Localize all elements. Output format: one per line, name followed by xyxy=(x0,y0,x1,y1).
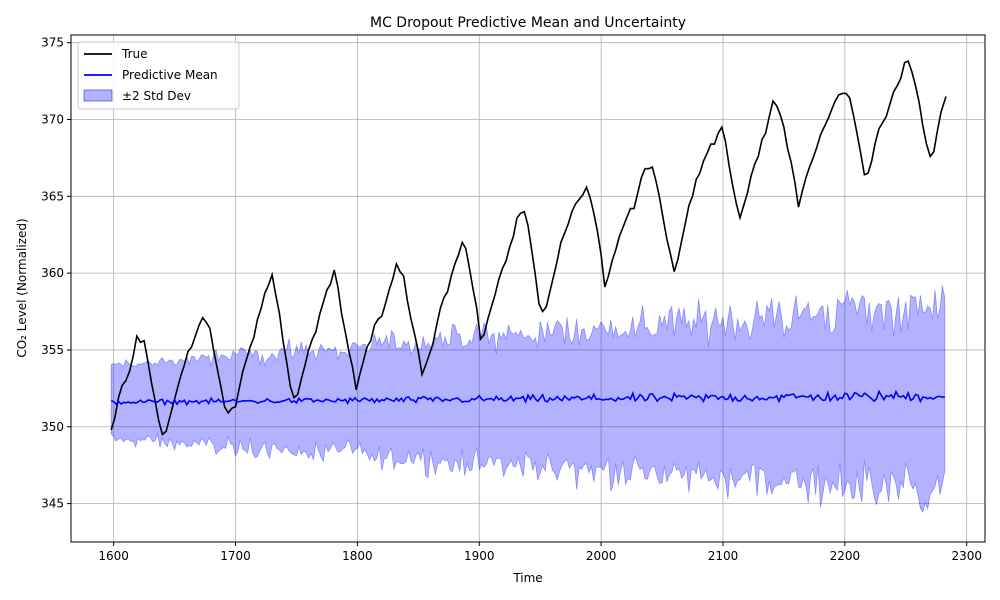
legend-band-label: ±2 Std Dev xyxy=(122,89,191,103)
y-tick-label: 350 xyxy=(41,420,64,434)
x-tick-label: 2100 xyxy=(708,549,739,563)
x-tick-label: 1700 xyxy=(220,549,251,563)
x-axis-ticks: 1600 1700 1800 1900 2000 2100 2200 2300 xyxy=(98,542,982,563)
plot-frame xyxy=(70,34,986,543)
y-tick-label: 365 xyxy=(41,189,64,203)
legend-box xyxy=(77,41,240,110)
std-dev-band xyxy=(110,285,946,514)
chart-title: MC Dropout Predictive Mean and Uncertain… xyxy=(370,15,686,31)
x-tick-label: 1900 xyxy=(464,549,495,563)
y-axis-ticks: 345 350 355 360 365 370 375 xyxy=(41,36,71,511)
y-tick-label: 375 xyxy=(41,36,64,50)
predictive-mean-line xyxy=(110,389,945,407)
y-tick-label: 355 xyxy=(41,343,64,357)
x-tick-label: 2000 xyxy=(586,549,617,563)
x-tick-label: 1600 xyxy=(98,549,129,563)
x-tick-label: 2200 xyxy=(830,549,861,563)
true-series-line xyxy=(110,60,947,436)
x-tick-label: 1800 xyxy=(342,549,373,563)
y-tick-label: 370 xyxy=(41,113,64,127)
y-axis-label: CO₂ Level (Normalized) xyxy=(15,218,29,357)
y-tick-label: 360 xyxy=(41,266,64,280)
x-axis-label: Time xyxy=(512,571,542,585)
legend-band-swatch xyxy=(83,89,113,102)
legend-true-label: True xyxy=(121,47,148,61)
y-tick-label: 345 xyxy=(41,497,64,511)
legend-mean-label: Predictive Mean xyxy=(122,68,218,82)
legend: True Predictive Mean ±2 Std Dev xyxy=(77,41,240,110)
x-tick-label: 2300 xyxy=(951,549,982,563)
